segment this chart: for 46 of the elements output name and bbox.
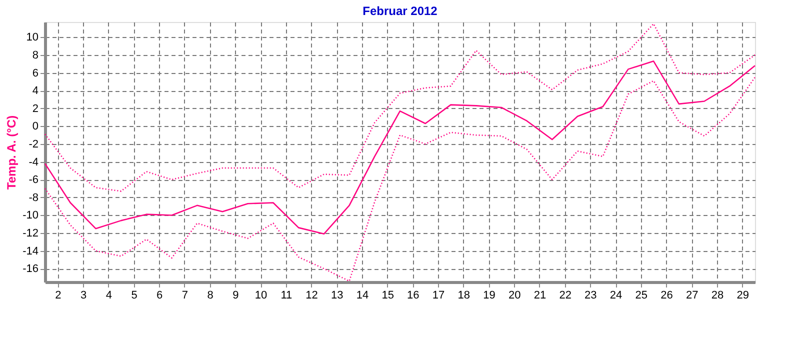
x-tick-label: 23: [584, 290, 597, 302]
x-tick-label: 13: [330, 290, 344, 302]
x-tick-label: 3: [80, 290, 87, 302]
x-tick-label: 21: [534, 290, 546, 302]
x-tick-label: 20: [508, 290, 521, 302]
y-tick-label: -2: [28, 138, 38, 150]
x-tick-label: 25: [635, 290, 648, 302]
y-tick-label: 4: [32, 85, 38, 98]
x-tick-label: 6: [156, 290, 163, 302]
y-tick-label: 8: [32, 49, 38, 62]
y-axis-title: Temp. A. (°C): [4, 115, 19, 190]
x-tick-label: 7: [182, 290, 188, 302]
y-tick-label: 10: [26, 32, 38, 44]
x-tick-label: 14: [356, 290, 369, 302]
y-tick-label: -16: [22, 263, 38, 276]
y-tick-label: 0: [32, 120, 38, 133]
line-series: [44, 23, 756, 192]
x-tick-label: 4: [106, 290, 112, 302]
x-tick-label: 9: [232, 290, 239, 302]
x-tick-label: 29: [736, 290, 749, 302]
x-tick-label: 28: [711, 290, 724, 302]
x-tick-label: 16: [407, 290, 420, 302]
y-tick-label: -6: [28, 174, 38, 186]
x-tick-label: 17: [432, 290, 445, 302]
x-tick-label: 5: [131, 290, 138, 302]
y-tick-label: -8: [28, 192, 38, 204]
y-tick-label: -12: [22, 228, 38, 240]
y-tick-label: 2: [32, 102, 38, 115]
x-tick-label: 8: [207, 290, 214, 302]
x-tick-label: 26: [660, 290, 673, 302]
x-tick-label: 24: [610, 290, 622, 302]
x-tick-label: 10: [254, 290, 268, 302]
x-tick-label: 22: [559, 290, 572, 302]
x-tick-label: 27: [686, 290, 698, 302]
x-tick-label: 15: [382, 290, 394, 302]
x-tick-label: 18: [458, 290, 470, 302]
x-tick-label: 12: [306, 290, 318, 302]
x-tick-label: 19: [483, 290, 496, 302]
x-tick-label: 11: [280, 290, 292, 302]
y-tick-label: 6: [32, 67, 38, 80]
chart-title: Februar 2012: [362, 4, 438, 18]
x-tick-label: 2: [55, 290, 62, 302]
y-tick-label: -10: [22, 210, 38, 222]
y-tick-label: -14: [22, 245, 38, 258]
line-series: [44, 60, 756, 235]
y-tick-label: -4: [28, 156, 38, 168]
